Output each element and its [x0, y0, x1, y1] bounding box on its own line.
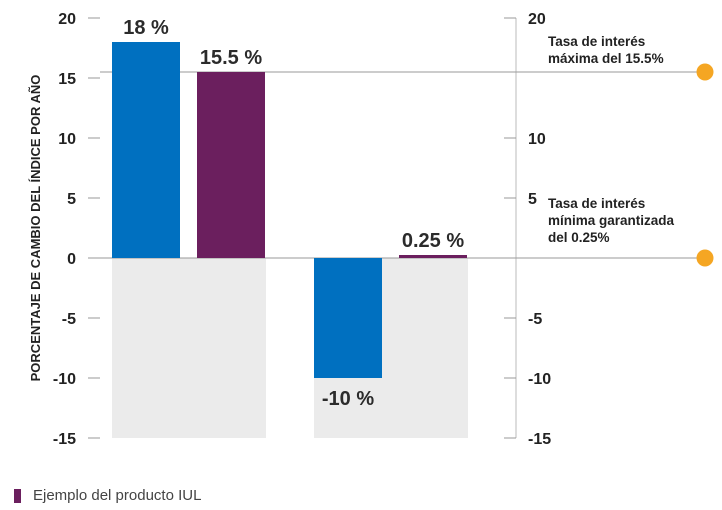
bar-data-label: -10 %: [322, 388, 374, 410]
min-rate-annotation: mínima garantizada: [548, 213, 675, 228]
legend-swatch: [14, 488, 21, 503]
right-tick-label: -10: [528, 371, 551, 388]
bar-group1-1: [112, 42, 180, 258]
right-tick-label: -15: [528, 431, 551, 448]
right-tick-label: -5: [528, 311, 542, 328]
left-tick-label: -10: [53, 371, 76, 388]
group-background-1: [112, 258, 266, 438]
legend-label: Ejemplo del producto IUL: [33, 487, 202, 504]
max-rate-annotation: Tasa de interés: [548, 34, 645, 49]
reference-marker-2: [696, 249, 714, 267]
bar-group2-2: [399, 255, 467, 258]
bar-data-label: 0.25 %: [402, 230, 464, 252]
left-tick-label: 15: [58, 71, 76, 88]
left-tick-label: -15: [53, 431, 76, 448]
left-tick-label: 10: [58, 131, 76, 148]
bar-chart: 20 15 10 5 0 -5 -10 -15 20 10 5 -5 -10 -15 Tasa de int…: [28, 11, 714, 448]
left-tick-label: -5: [62, 311, 76, 328]
right-tick-label: 5: [528, 191, 537, 208]
max-rate-annotation: máxima del 15.5%: [548, 51, 664, 66]
min-rate-annotation: Tasa de interés: [548, 196, 645, 211]
legend: Ejemplo del producto IUL: [14, 487, 201, 504]
bar-data-label: 18 %: [123, 17, 169, 39]
bar-group1-2: [197, 72, 265, 258]
bar-data-label: 15.5 %: [200, 47, 262, 69]
left-tick-label: 5: [67, 191, 76, 208]
right-tick-label: 20: [528, 11, 546, 28]
bar-group2-1: [314, 258, 382, 378]
right-tick-label: 10: [528, 131, 546, 148]
left-tick-label: 20: [58, 11, 76, 28]
min-rate-annotation: del 0.25%: [548, 230, 610, 245]
left-tick-label: 0: [67, 251, 76, 268]
reference-marker-1: [696, 63, 714, 81]
y-axis-title: PORCENTAJE DE CAMBIO DEL ÍNDICE POR AÑO: [28, 75, 43, 382]
